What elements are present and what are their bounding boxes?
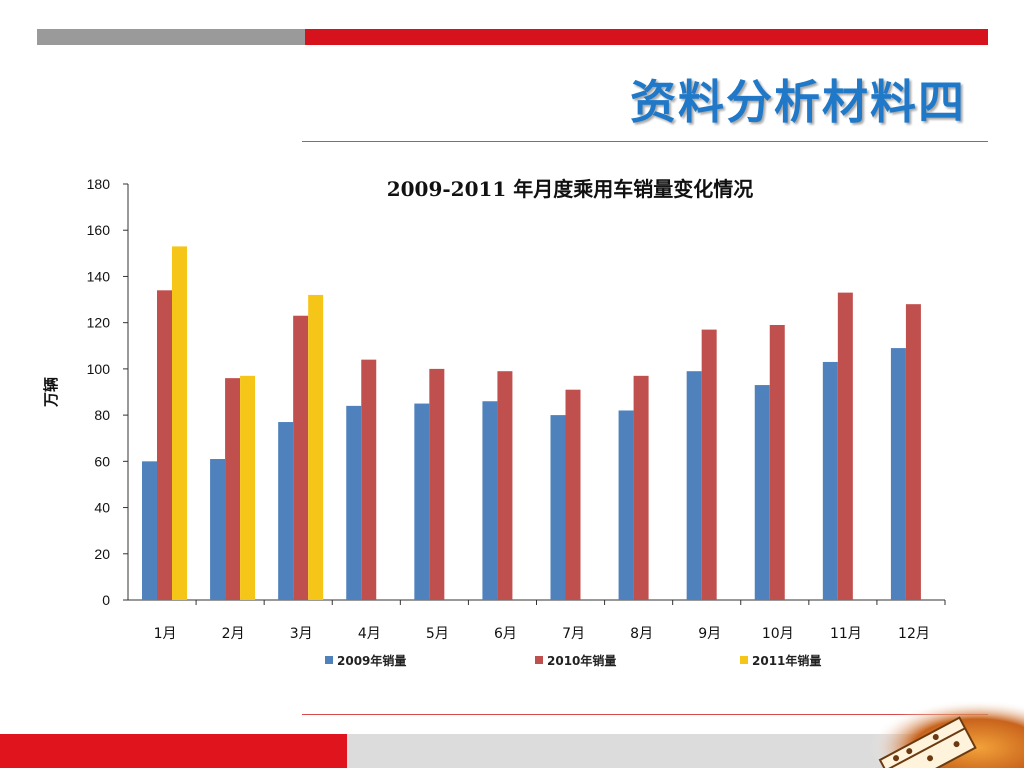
bar-2-12 [905,304,921,600]
legend-swatch [325,656,333,664]
y-tick-label: 60 [94,453,110,469]
y-tick-label: 40 [94,500,110,516]
x-tick-label: 7月 [562,626,585,642]
bar-2-3 [293,315,309,600]
x-tick-label: 4月 [358,626,381,642]
legend-label: 2009年销量 [337,653,406,668]
bar-1-5 [414,403,430,600]
bar-3-2 [240,375,256,600]
bar-2-10 [769,324,785,600]
y-tick-label: 140 [87,268,111,284]
bar-chart: 2009-2011 年月度乘用车销量变化情况 0 20 40 60 80 100 120 14… [42,176,946,668]
x-tick-label: 6月 [494,626,517,642]
y-tick-label: 160 [87,222,111,238]
footer-divider [302,714,988,715]
y-tick-label: 180 [87,176,111,192]
bar-3-1 [172,246,187,600]
bar-1-12 [890,348,906,600]
chart-title: 2009-2011 年月度乘用车销量变化情况 [387,177,754,201]
abacus-logo-icon [870,700,1024,768]
bar-1-11 [822,361,838,600]
bar-1-10 [754,385,770,600]
legend-label: 2010年销量 [547,653,616,668]
bar-1-2 [210,459,226,600]
bar-2-5 [429,368,445,600]
bar-1-6 [482,401,498,600]
bar-3-3 [308,294,324,600]
x-axis: 1月 2月 3月 4月 5月 6月 7月 8月 9月 10月 11月 12月 [128,599,946,642]
legend-swatch [740,656,748,664]
y-tick-label: 120 [87,315,111,331]
y-tick-label: 0 [102,592,110,608]
bar-2-7 [565,389,581,600]
slide-title: 资料分析材料四 [630,75,966,129]
bar-2-9 [701,329,717,600]
x-tick-label: 10月 [762,626,794,642]
legend: 2009年销量 2010年销量 2011年销量 [325,653,821,668]
x-tick-label: 12月 [898,626,930,642]
bar-2-8 [633,375,649,600]
x-tick-label: 3月 [290,626,313,642]
x-tick-label: 8月 [630,626,653,642]
bar-2-4 [361,359,377,600]
y-tick-label: 20 [94,546,110,562]
bar-1-8 [618,410,634,600]
title-divider [302,141,988,142]
x-tick-label: 1月 [154,626,177,642]
bar-1-3 [278,422,294,600]
x-tick-label: 9月 [698,626,721,642]
bar-1-1 [142,461,157,600]
y-tick-label: 80 [94,407,110,423]
legend-label: 2011年销量 [752,653,821,668]
y-axis: 0 20 40 60 80 100 120 140 160 180 [87,176,129,608]
x-tick-label: 5月 [426,626,449,642]
y-tick-label: 100 [87,361,111,377]
bar-2-2 [225,378,241,600]
bar-1-4 [346,405,362,600]
bar-2-11 [837,292,853,600]
bar-1-9 [686,371,702,600]
header-gray-bar [37,29,305,45]
header-red-bar [305,29,988,45]
bar-2-6 [497,371,513,600]
y-axis-label: 万辆 [42,377,60,408]
x-tick-label: 11月 [830,626,862,642]
footer-red-bar [0,734,347,768]
bar-1-7 [550,415,566,600]
x-tick-label: 2月 [222,626,245,642]
bars [142,246,921,600]
bar-2-1 [157,290,172,600]
legend-swatch [535,656,543,664]
